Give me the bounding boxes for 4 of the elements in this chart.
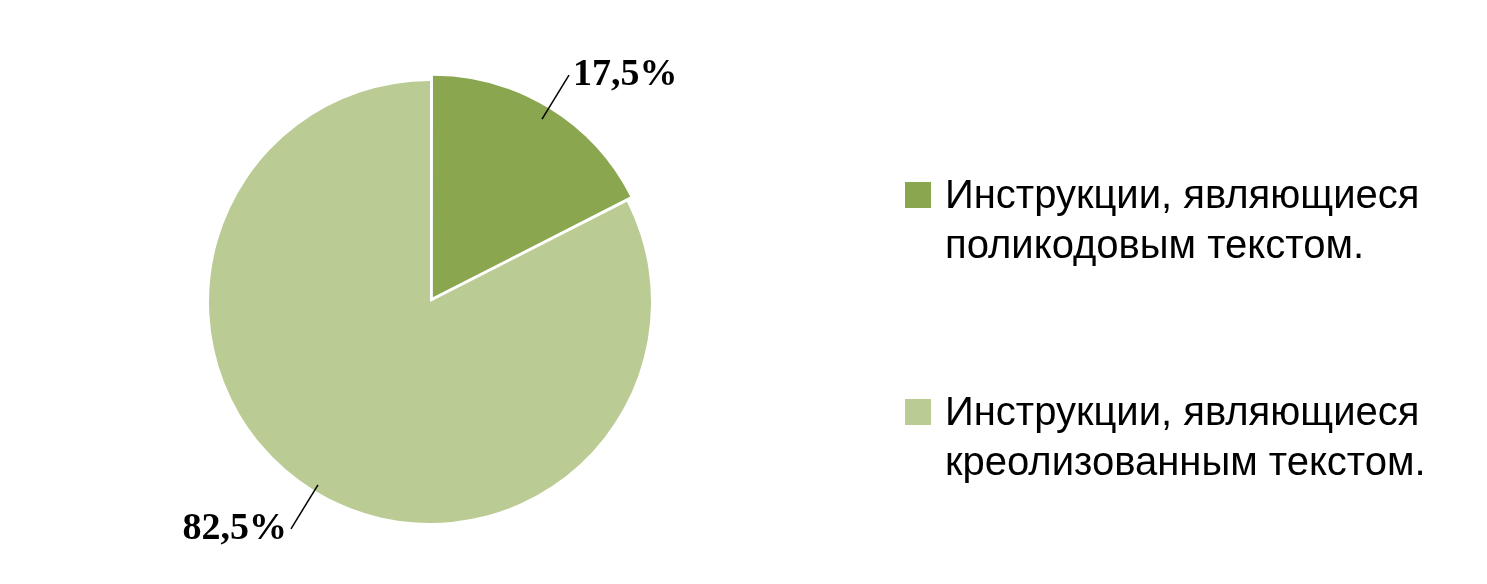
legend-label: Инструкции, являющиеся поликодовым текстом.	[945, 170, 1421, 268]
data-label: 82,5%	[182, 504, 288, 547]
legend-label: Инструкции, являющиеся креолизованным текстом.	[945, 387, 1427, 485]
data-label: 17,5%	[572, 51, 678, 94]
